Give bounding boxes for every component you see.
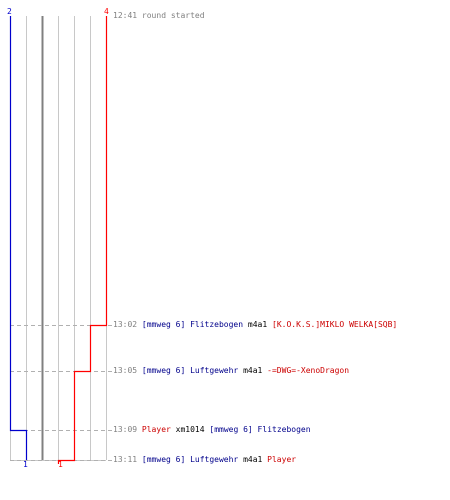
red-end-count-text: 1 [58,460,63,469]
player-name: Player [267,455,297,464]
red-team-line [57,16,108,464]
player-name: [mmweg 6] Luftgewehr [141,366,239,375]
blue-start-count-text: 2 [7,7,12,16]
player-name: Player [141,425,171,434]
event-time: 13:05 [113,366,138,375]
event-row: 13:11 [mmweg 6] Luftgewehr m4a1 Player [113,455,296,465]
blue-end-count-text: 1 [23,460,28,469]
weapon-name: xm1014 [175,425,205,434]
weapon-name: m4a1 [243,366,263,375]
event-row: 13:09 Player xm1014 [mmweg 6] Flitzeboge… [113,425,311,435]
player-name: [mmweg 6] Flitzebogen [141,320,244,329]
player-name: [mmweg 6] Flitzebogen [209,425,311,434]
event-time: 13:02 [113,320,138,329]
event-time: 13:11 [113,455,138,464]
event-time: 12:41 [113,11,138,20]
event-row: 13:02 [mmweg 6] Flitzebogen m4a1 [K.O.K.… [113,320,397,330]
event-row: 13:05 [mmweg 6] Luftgewehr m4a1 -=DWG=-X… [113,366,349,376]
blue-end-count: 1 [23,461,28,469]
player-name: [mmweg 6] Luftgewehr [141,455,239,464]
event-time: 13:09 [113,425,138,434]
red-start-count-text: 4 [104,7,109,16]
event-row: 12:41 round started [113,11,205,21]
weapon-name: m4a1 [243,455,263,464]
weapon-name: m4a1 [247,320,268,329]
blue-start-count: 2 [7,8,12,16]
red-end-count: 1 [58,461,63,469]
player-name: [K.O.K.S.]MIKLO WELKA[SQB] [272,320,398,329]
event-message: round started [141,11,205,20]
red-start-count: 4 [104,8,109,16]
blue-team-line [9,16,28,460]
player-name: -=DWG=-XenoDragon [267,366,350,375]
